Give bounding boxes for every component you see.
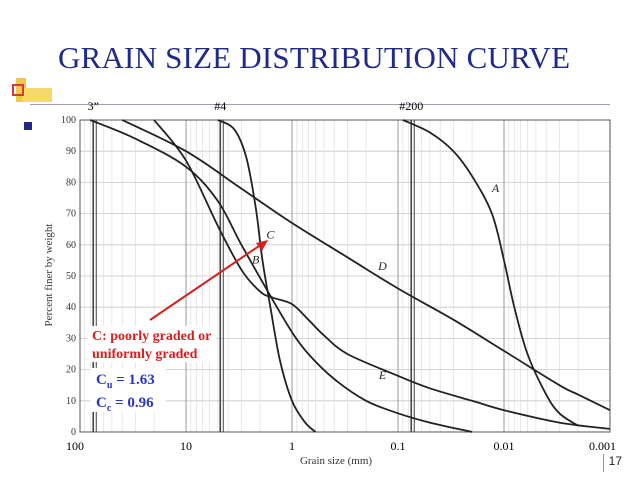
y-axis-ticks: 0 10 20 30 40 50 60 70 80 90 100: [61, 115, 76, 438]
annotation-box: [88, 326, 216, 362]
curve-d: [121, 119, 611, 412]
sieve-label: 3”: [88, 99, 99, 113]
title-underline: [30, 104, 610, 105]
slide-title: GRAIN SIZE DISTRIBUTION CURVE: [58, 40, 571, 75]
y-axis-title: Percent finer by weight: [43, 224, 55, 327]
curve-labels: A BC D E: [252, 181, 500, 382]
annotation-arrowhead: [256, 240, 268, 251]
x-tick-label: 10: [180, 439, 192, 453]
y-tick-label: 90: [66, 146, 76, 157]
y-tick-label: 10: [66, 396, 76, 407]
y-tick-label: 60: [66, 240, 76, 251]
curve-label-c: C: [266, 228, 275, 242]
curve-c: [217, 119, 317, 433]
plot-border: [79, 119, 611, 433]
curve-label-e: E: [378, 368, 387, 382]
title-decoration-bar: [16, 78, 26, 102]
curve-e: [89, 119, 473, 433]
cc-symbol: C: [96, 395, 107, 411]
curve-a: [402, 119, 579, 427]
x-axis-title: Grain size (mm): [300, 455, 372, 467]
page-number-rule: [603, 454, 604, 472]
x-tick-label: 1: [289, 439, 295, 453]
coefficient-box: [90, 368, 166, 412]
bullet-square: [24, 122, 32, 130]
y-tick-label: 40: [66, 302, 76, 313]
grading-curves: [89, 119, 611, 433]
page-number: 17: [608, 454, 622, 468]
sieve-label: #4: [214, 99, 226, 113]
y-tick-label: 0: [71, 427, 76, 438]
x-axis-ticks: 100 10 1 0.1 0.01 0.001: [66, 439, 616, 453]
chart-frame: [79, 119, 611, 433]
x-tick-label: 0.001: [589, 439, 616, 453]
cc-value: Cc = 0.96: [96, 395, 154, 414]
cc-number: = 0.96: [111, 395, 154, 411]
cu-number: = 1.63: [112, 372, 154, 388]
annotation-line-1: C: poorly graded or: [92, 329, 211, 344]
curve-b: [153, 119, 611, 430]
y-tick-label: 70: [66, 209, 76, 220]
title-decoration-block: [22, 88, 52, 102]
y-tick-label: 100: [61, 115, 76, 126]
cu-subscript: u: [107, 380, 113, 391]
curve-label-b: B: [252, 253, 260, 267]
y-tick-label: 30: [66, 333, 76, 344]
y-tick-label: 80: [66, 177, 76, 188]
sieve-label: #200: [399, 99, 423, 113]
x-tick-label: 0.1: [391, 439, 406, 453]
annotation-line-2: uniformly graded: [92, 347, 198, 362]
curve-label-d: D: [377, 259, 387, 273]
cu-value: Cu = 1.63: [96, 372, 155, 391]
cu-symbol: C: [96, 372, 107, 388]
y-tick-label: 20: [66, 365, 76, 376]
title-decoration-square: [12, 84, 24, 96]
curve-label-a: A: [491, 181, 500, 195]
x-tick-label: 0.01: [494, 439, 515, 453]
y-tick-label: 50: [66, 271, 76, 282]
x-tick-label: 100: [66, 439, 84, 453]
annotation-arrow: [149, 243, 263, 321]
cc-subscript: c: [107, 403, 112, 414]
